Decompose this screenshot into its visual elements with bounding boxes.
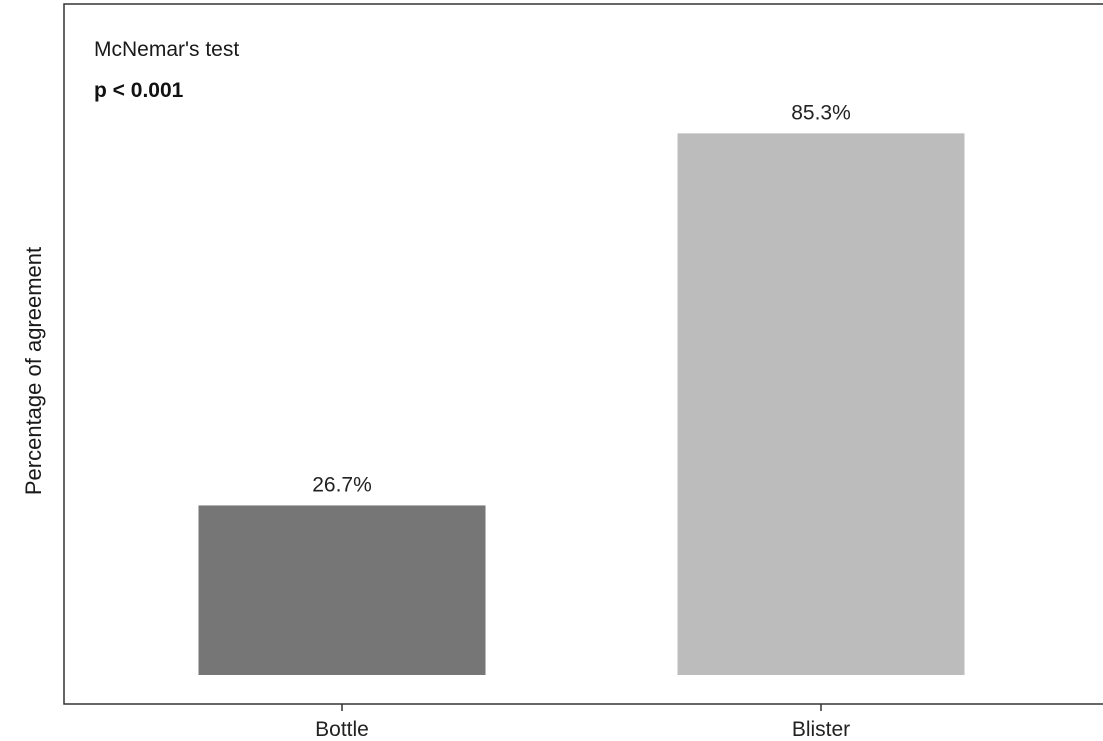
test-name-annotation: McNemar's test	[94, 38, 240, 61]
x-axis-ticks-layer: Bottle Blister	[315, 704, 850, 741]
p-value-annotation: p < 0.001	[94, 79, 184, 102]
value-label-bottle: 26.7%	[312, 473, 372, 496]
y-axis-label-container: Percentage of agreement	[4, 0, 64, 741]
bars-layer	[198, 133, 965, 676]
value-label-blister: 85.3%	[791, 101, 851, 124]
x-tick-label-blister: Blister	[792, 718, 850, 741]
y-axis-label: Percentage of agreement	[21, 246, 46, 495]
plot-panel-border	[63, 3, 1103, 705]
x-tick-label-bottle: Bottle	[315, 718, 369, 741]
value-labels-layer: 26.7% 85.3%	[312, 101, 851, 496]
bar-bottle	[198, 505, 486, 675]
bar-blister	[677, 133, 965, 676]
